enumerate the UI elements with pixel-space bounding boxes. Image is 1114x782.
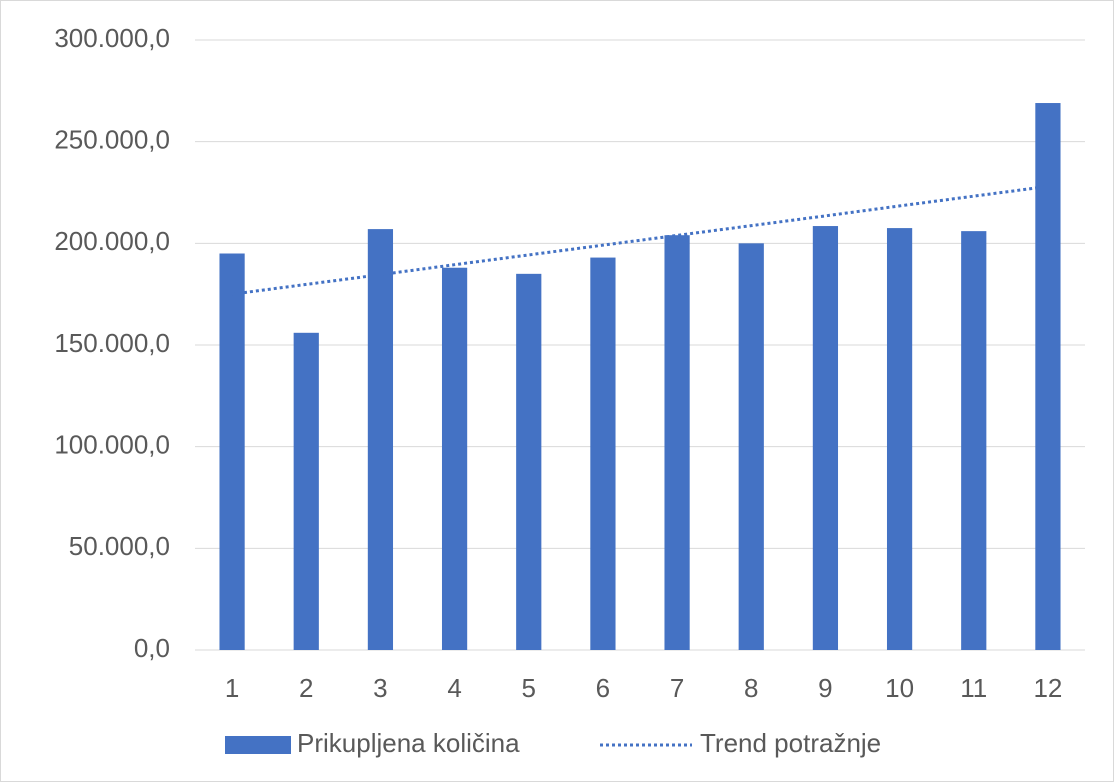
- x-tick-label: 12: [1033, 673, 1062, 703]
- bar: [590, 257, 616, 650]
- bar: [664, 235, 690, 650]
- x-tick-label: 10: [885, 673, 914, 703]
- x-tick-label: 4: [447, 673, 461, 703]
- legend-label: Trend potražnje: [700, 728, 881, 758]
- bar: [516, 273, 542, 650]
- bar: [738, 243, 764, 651]
- bar: [441, 267, 468, 650]
- x-tick-label: 3: [373, 673, 387, 703]
- bar: [886, 228, 913, 651]
- bar: [219, 253, 245, 650]
- x-tick-label: 6: [596, 673, 610, 703]
- y-tick-label: 300.000,0: [54, 23, 170, 53]
- y-tick-label: 50.000,0: [69, 531, 170, 561]
- x-tick-label: 7: [670, 673, 684, 703]
- bar: [812, 226, 839, 651]
- y-tick-label: 0,0: [134, 633, 170, 663]
- legend-swatch: [225, 736, 291, 754]
- legend-label: Prikupljena količina: [297, 728, 520, 758]
- x-tick-label: 5: [522, 673, 536, 703]
- y-tick-label: 200.000,0: [54, 226, 170, 256]
- x-tick-label: 8: [744, 673, 758, 703]
- y-tick-label: 150.000,0: [54, 328, 170, 358]
- x-tick-label: 9: [818, 673, 832, 703]
- bar: [961, 231, 987, 650]
- x-tick-label: 2: [299, 673, 313, 703]
- bar: [367, 229, 394, 650]
- y-tick-label: 100.000,0: [54, 430, 170, 460]
- y-tick-label: 250.000,0: [54, 125, 170, 155]
- x-tick-label: 1: [225, 673, 239, 703]
- bar: [293, 332, 319, 650]
- bar: [1035, 103, 1061, 651]
- trend-line: [231, 184, 1049, 296]
- x-tick-label: 11: [960, 673, 987, 703]
